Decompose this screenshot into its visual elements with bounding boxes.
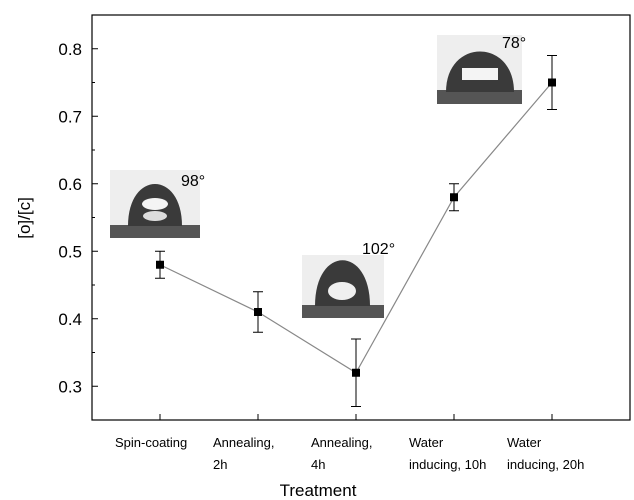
y-tick-label: 0.3	[58, 377, 82, 396]
angle-annotation: 98°	[181, 173, 205, 190]
x-tick-label: Annealing, 4h	[311, 432, 372, 476]
x-tick-label: Spin-coating	[115, 432, 187, 454]
angle-annotation: 78°	[502, 35, 526, 52]
marker	[254, 308, 262, 316]
y-tick-label: 0.7	[58, 107, 82, 126]
marker	[450, 193, 458, 201]
angle-annotation: 102°	[362, 241, 395, 258]
y-tick-label: 0.6	[58, 175, 82, 194]
x-axis-label: Treatment	[280, 481, 357, 500]
y-tick-label: 0.4	[58, 310, 82, 329]
x-tick-label: Annealing, 2h	[213, 432, 274, 476]
x-tick-label: Water inducing, 20h	[507, 432, 584, 476]
chart: 98° 102° 78° Treatment [o]/[c] 0.3 0.4 0.5…	[0, 0, 634, 500]
page: 98° 102° 78° Treatment [o]/[c] 0.3 0.4 0.5…	[0, 0, 634, 500]
y-tick-label: 0.5	[58, 242, 82, 261]
marker	[352, 369, 360, 377]
y-tick-label: 0.8	[58, 40, 82, 59]
data-line	[160, 83, 552, 373]
droplet-image	[302, 255, 384, 318]
x-tick-label: Water inducing, 10h	[409, 432, 486, 476]
marker	[156, 261, 164, 269]
y-axis-label: [o]/[c]	[15, 197, 34, 239]
marker	[548, 79, 556, 87]
